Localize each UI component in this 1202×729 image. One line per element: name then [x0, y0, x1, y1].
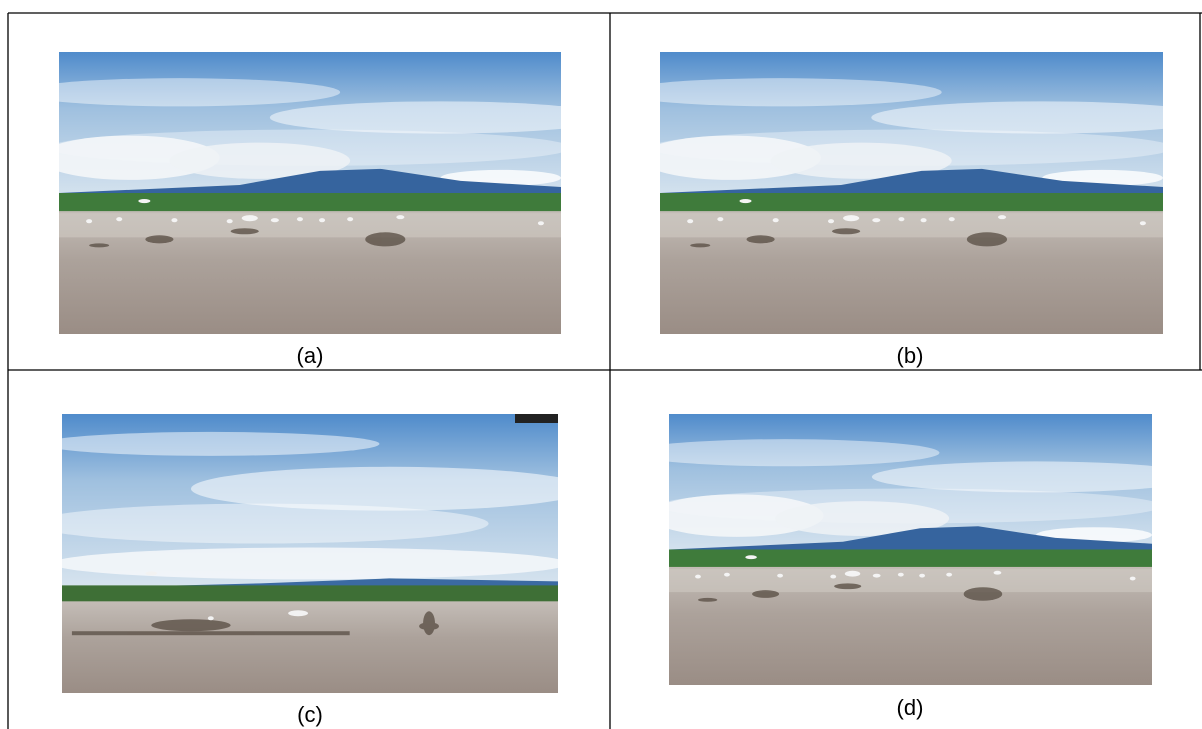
- photo-overlay: [515, 414, 558, 423]
- caption: (d): [897, 695, 924, 720]
- figure: (a) (b) (c) (d): [0, 0, 1202, 729]
- caption: (a): [297, 343, 324, 368]
- photo: [19, 52, 611, 334]
- caption: (b): [897, 343, 924, 368]
- photo: [630, 414, 1200, 685]
- caption: (c): [297, 702, 323, 727]
- photo: [32, 414, 588, 693]
- photo: [620, 52, 1202, 334]
- page: (a) (b) (c) (d) (() => { const data = JS…: [0, 0, 1202, 729]
